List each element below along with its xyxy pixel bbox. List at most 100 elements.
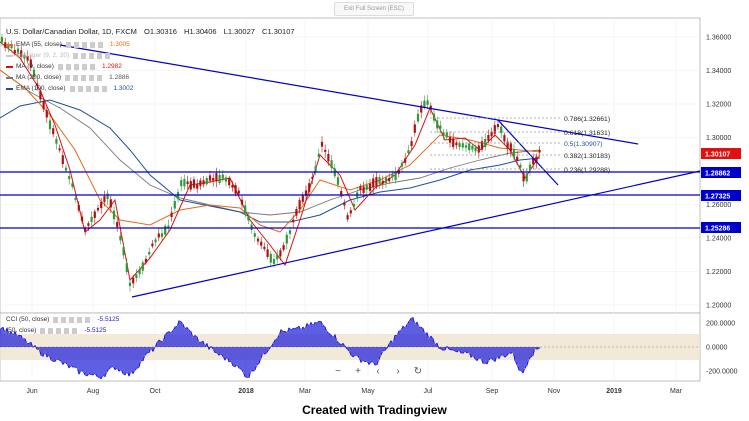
candle-body: [61, 155, 64, 165]
time-tick-label: 2018: [238, 388, 254, 395]
candle-body: [311, 176, 314, 179]
candle-body: [87, 223, 90, 226]
grid-lines: [0, 18, 700, 381]
candle-body: [154, 239, 157, 243]
candle-body: [330, 160, 333, 168]
indicator-legend-bollinger[interactable]: Bollinger (9, 2, 20): [6, 52, 117, 59]
candle-body: [298, 200, 301, 210]
time-tick-label: Mar: [670, 388, 683, 395]
osc-tick-label: 200.0000: [706, 321, 735, 328]
candle-body: [170, 212, 173, 218]
candle-body: [32, 69, 36, 78]
zoom-controls: − + ‹ › ↻: [332, 366, 424, 378]
candle-body: [509, 143, 512, 152]
candle-body: [23, 55, 26, 59]
candle-body: [484, 138, 487, 148]
candle-body: [199, 180, 202, 187]
candle-body: [493, 125, 496, 134]
ma-200-line: [0, 69, 541, 216]
candle-body: [301, 195, 304, 202]
candle-body: [253, 233, 256, 237]
candle-body: [4, 42, 7, 48]
ohlc-low: L1.30027: [223, 27, 255, 36]
candle-body: [442, 132, 445, 136]
candle-body: [314, 166, 317, 173]
candle-body: [503, 135, 506, 142]
time-tick-label: May: [361, 388, 375, 395]
exit-fullscreen-button[interactable]: Exit Full Screen (ESC): [334, 2, 414, 16]
candle-body: [276, 254, 279, 260]
candle-body: [436, 120, 439, 129]
candle-body: [109, 199, 112, 208]
scroll-left-button[interactable]: ‹: [376, 366, 380, 377]
zoom-out-button[interactable]: −: [335, 366, 341, 377]
candle-body: [20, 50, 23, 57]
candle-body: [128, 282, 132, 286]
candle-body: [308, 183, 311, 192]
candle-body: [432, 113, 436, 121]
indicator-legend-ema100[interactable]: EMA (100, close) 1.3002: [6, 85, 133, 92]
candle-body: [125, 263, 128, 273]
candle-body: [474, 147, 477, 152]
candle-body: [100, 201, 103, 209]
time-tick-label: Nov: [548, 388, 561, 395]
time-axis: Jun Aug Oct 2018 Mar May Jul Sep Nov 2019 Mar: [26, 388, 682, 395]
candle-body: [448, 137, 452, 143]
zoom-in-button[interactable]: +: [355, 366, 361, 377]
price-tick-label: 1.26000: [706, 202, 731, 209]
level-tag-3: 1.25286: [705, 226, 730, 233]
cci-legend[interactable]: CCI (50, close) -5.5125: [6, 316, 120, 323]
candle-body: [480, 141, 484, 150]
candle-body: [471, 145, 474, 150]
candle-body: [173, 200, 176, 209]
candle-body: [119, 235, 122, 241]
candle-body: [90, 216, 93, 223]
candle-body: [160, 233, 164, 237]
candle-body: [157, 233, 160, 238]
candle-body: [384, 177, 388, 183]
short-trendline: [497, 119, 559, 186]
indicator-legend-ma9[interactable]: MA (9, close) 1.2982: [6, 63, 122, 70]
scroll-right-button[interactable]: ›: [396, 366, 400, 377]
candle-body: [116, 221, 119, 228]
candle-body: [490, 131, 493, 137]
candle-body: [525, 173, 528, 182]
candle-body: [416, 113, 420, 122]
candle-body: [96, 207, 100, 211]
time-tick-label: 2019: [606, 388, 622, 395]
reset-icon[interactable]: ↻: [413, 366, 423, 377]
descending-trendline: [59, 44, 639, 145]
candle-body: [516, 156, 519, 161]
candle-body: [500, 126, 503, 134]
price-pane: [0, 17, 701, 314]
candle-body: [202, 180, 205, 185]
footer-caption: Created with Tradingview: [302, 403, 447, 417]
candle-body: [26, 56, 29, 61]
candle-body: [84, 228, 87, 232]
candle-body: [234, 185, 237, 194]
candle-body: [285, 234, 288, 244]
indicator-legend-ma200[interactable]: MA (200, close) 1.2886: [6, 74, 129, 81]
candle-body: [180, 180, 183, 187]
candle-body: [106, 193, 109, 200]
candle-body: [279, 250, 282, 257]
price-tick-label: 1.30000: [706, 135, 731, 142]
candle-body: [250, 224, 253, 230]
candle-body: [375, 177, 378, 186]
candle-body: [506, 141, 509, 149]
cci-ma-legend[interactable]: (50, close) -5.5125: [6, 327, 107, 334]
candle-body: [304, 190, 308, 196]
candle-body: [221, 174, 224, 179]
candle-body: [7, 44, 10, 49]
osc-tick-label: -200.0000: [706, 369, 738, 376]
candle-body: [426, 100, 429, 105]
indicator-legend-ema55[interactable]: EMA (55, close) 1.3005: [6, 41, 130, 48]
candle-body: [288, 230, 292, 234]
time-tick-label: Sep: [486, 388, 499, 395]
candle-body: [362, 186, 365, 193]
candle-body: [372, 178, 375, 188]
candle-body: [464, 145, 468, 148]
ohlc-close: C1.30107: [262, 27, 295, 36]
time-tick-label: Jul: [424, 388, 433, 395]
